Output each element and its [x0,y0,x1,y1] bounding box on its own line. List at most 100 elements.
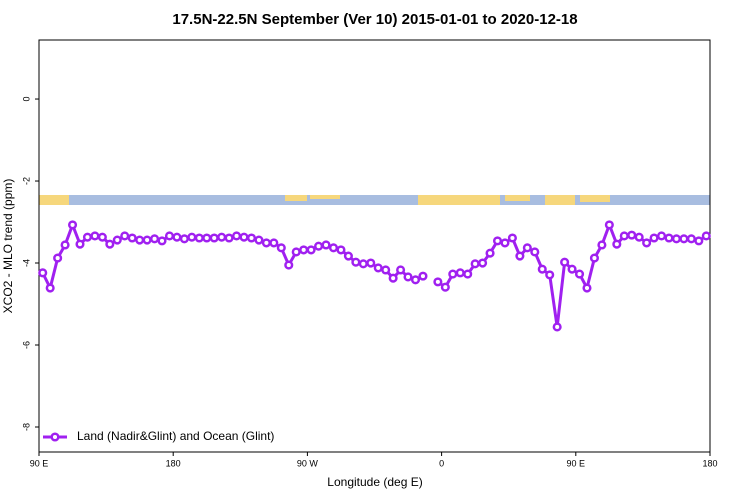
data-point [142,235,152,245]
data-point [269,238,279,248]
chart-title: 17.5N-22.5N September (Ver 10) 2015-01-0… [172,11,577,28]
data-point [373,263,383,273]
data-point [671,234,682,244]
data-point [224,233,234,243]
data-point [604,220,614,230]
data-point [545,270,555,280]
data-point [343,251,353,261]
y-tick-label: 0 [21,97,31,102]
data-point [560,257,570,267]
data-point [470,259,480,269]
data-point [328,243,339,253]
x-tick-label: 90 W [297,458,319,468]
data-point [202,233,212,243]
data-point [366,258,376,268]
data-point [299,245,309,255]
data-point [38,268,48,278]
x-tick-label: 90 E [567,458,586,468]
data-point [276,243,286,253]
data-point [388,273,398,283]
y-tick-label: -6 [21,341,31,349]
data-point [90,231,100,241]
data-point [68,220,78,230]
data-point [403,272,413,282]
data-point [433,277,443,287]
data-point [694,236,704,246]
data-point [284,260,294,270]
data-point [82,232,93,242]
data-point [656,231,667,241]
data-point [75,239,85,249]
data-point [440,282,450,292]
data-point [619,231,629,241]
data-point [246,233,257,243]
data-point [582,283,592,293]
data-point [664,233,674,243]
data-point [351,257,361,267]
data-point [530,247,540,257]
legend-marker [50,432,60,442]
data-point [515,251,525,261]
data-point [60,240,70,250]
data-point [209,233,219,243]
data-point [261,238,271,248]
data-point [120,231,130,241]
data-point [492,236,503,246]
data-point [314,241,324,251]
data-point [642,238,652,248]
x-tick-label: 90 E [30,458,49,468]
data-point [232,231,242,241]
data-point [597,240,607,250]
data-point [150,234,160,244]
data-point [135,235,145,245]
data-point [127,233,137,243]
data-point [105,239,115,249]
plot-frame [38,39,711,453]
data-point [552,322,562,332]
data-point [157,236,167,246]
data-point [358,259,368,269]
data-point [478,258,488,268]
data-point [291,247,301,257]
data-point [254,235,264,245]
data-point [448,269,458,279]
data-point [321,240,331,250]
data-point [187,232,197,242]
data-point [239,232,249,242]
y-axis-label: XCO2 - MLO trend (ppm) [1,179,15,314]
data-point [336,245,346,255]
data-point [627,230,637,240]
data-point [522,243,532,253]
data-point [649,233,659,243]
data-point [612,239,622,249]
data-point [507,233,517,243]
data-point [45,283,55,293]
data-point [500,238,510,248]
land-ocean-strip [39,195,710,205]
x-tick-label: 0 [439,458,444,468]
data-point [172,232,182,242]
data-point [194,233,204,243]
data-point [97,232,107,242]
y-tick-label: -8 [21,423,31,431]
data-point [686,234,696,244]
data-point [410,275,421,285]
data-point [179,234,189,244]
data-point [381,265,391,275]
data-point [112,235,122,245]
y-tick-label: -2 [21,177,31,185]
data-point [53,253,63,263]
data-point [679,234,689,244]
x-tick-label: 180 [166,458,181,468]
data-point [574,269,585,279]
y-tick-label: -4 [21,259,31,267]
data-point [485,248,495,258]
data-point [537,264,547,274]
data-point [567,264,577,274]
data-point [164,231,175,241]
data-point [396,265,406,275]
x-tick-label: 180 [702,458,717,468]
data-point [306,245,316,255]
data-point [589,253,599,263]
